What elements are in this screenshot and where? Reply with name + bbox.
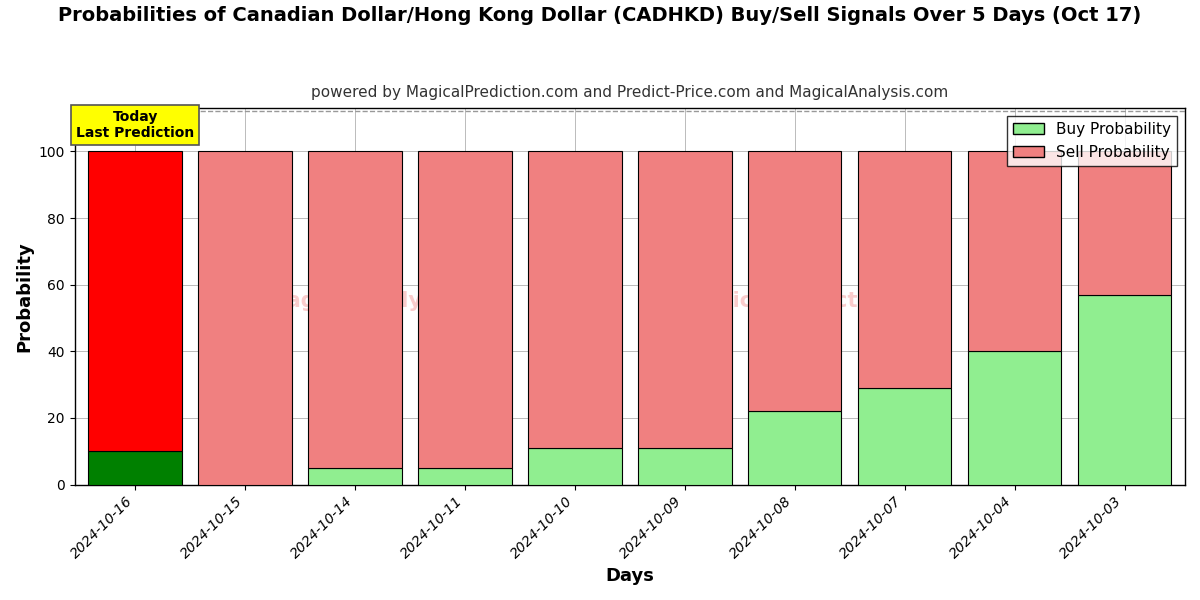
Title: powered by MagicalPrediction.com and Predict-Price.com and MagicalAnalysis.com: powered by MagicalPrediction.com and Pre… (311, 85, 948, 100)
Legend: Buy Probability, Sell Probability: Buy Probability, Sell Probability (1007, 116, 1177, 166)
Bar (638, 448, 732, 485)
Text: Probabilities of Canadian Dollar/Hong Kong Dollar (CADHKD) Buy/Sell Signals Over: Probabilities of Canadian Dollar/Hong Ko… (59, 6, 1141, 25)
Bar (968, 151, 1061, 351)
Bar (1078, 295, 1171, 485)
Bar (748, 411, 841, 485)
Bar (528, 151, 622, 448)
Bar (308, 151, 402, 468)
Bar (638, 151, 732, 448)
Bar (858, 151, 952, 388)
Text: Today
Last Prediction: Today Last Prediction (76, 110, 194, 140)
Y-axis label: Probability: Probability (16, 241, 34, 352)
Bar (419, 151, 511, 468)
Bar (748, 151, 841, 411)
Bar (308, 468, 402, 485)
Bar (89, 151, 182, 451)
Bar (1078, 151, 1171, 295)
Text: MagicalAnalysis.com: MagicalAnalysis.com (265, 292, 510, 311)
Bar (968, 351, 1061, 485)
Bar (528, 448, 622, 485)
X-axis label: Days: Days (605, 567, 654, 585)
Text: MagicalPrediction.com: MagicalPrediction.com (683, 292, 950, 311)
Bar (419, 468, 511, 485)
Bar (89, 451, 182, 485)
Bar (198, 151, 292, 485)
Bar (858, 388, 952, 485)
